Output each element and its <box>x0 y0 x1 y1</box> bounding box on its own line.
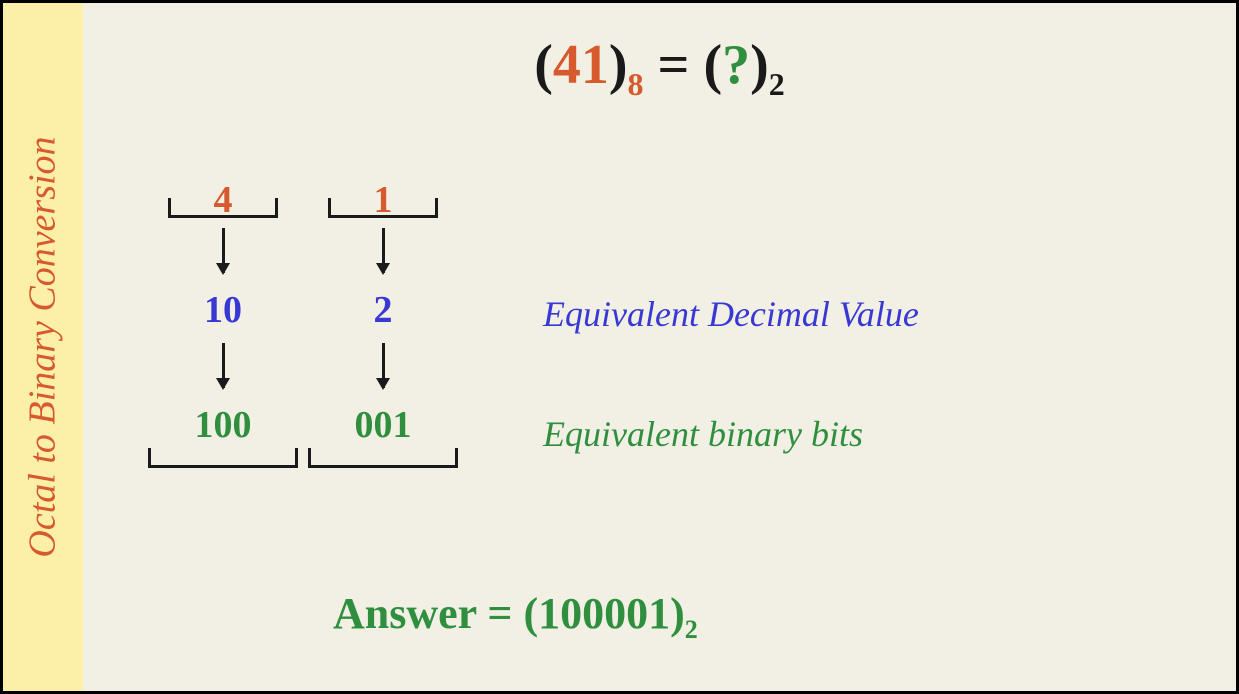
decimal-value-2: 2 <box>343 288 423 332</box>
answer-value: 100001 <box>538 589 670 638</box>
main-panel: (41)8 = (?)2 4 10 100 1 2 001 Equivalent… <box>83 3 1236 691</box>
base-8: 8 <box>628 66 644 102</box>
decimal-value-1: 10 <box>183 288 263 332</box>
octal-value: 41 <box>553 34 609 96</box>
paren-close-2: ) <box>750 34 769 96</box>
equation: (41)8 = (?)2 <box>534 33 785 103</box>
paren-open-2: ( <box>703 34 722 96</box>
bracket-top-1 <box>168 198 278 218</box>
arrow-1b <box>222 343 225 388</box>
binary-label: Equivalent binary bits <box>543 413 863 455</box>
sidebar: Octal to Binary Conversion <box>3 3 83 691</box>
bracket-bottom-1 <box>148 448 298 468</box>
arrow-2b <box>382 343 385 388</box>
bracket-bottom-2 <box>308 448 458 468</box>
binary-value-2: 001 <box>323 403 443 447</box>
answer-suffix: ) <box>670 589 685 638</box>
paren-open-1: ( <box>534 34 553 96</box>
diagram-container: Octal to Binary Conversion (41)8 = (?)2 … <box>0 0 1239 694</box>
base-2: 2 <box>769 66 785 102</box>
answer-prefix: Answer = ( <box>333 589 538 638</box>
answer: Answer = (100001)2 <box>333 588 698 645</box>
arrow-2a <box>382 228 385 273</box>
sidebar-title: Octal to Binary Conversion <box>21 136 65 557</box>
arrow-1a <box>222 228 225 273</box>
paren-close-1: ) <box>609 34 628 96</box>
answer-base: 2 <box>685 615 698 644</box>
bracket-top-2 <box>328 198 438 218</box>
equals-sign: = <box>644 34 704 96</box>
decimal-label: Equivalent Decimal Value <box>543 293 919 335</box>
binary-value-1: 100 <box>163 403 283 447</box>
unknown: ? <box>722 34 750 96</box>
